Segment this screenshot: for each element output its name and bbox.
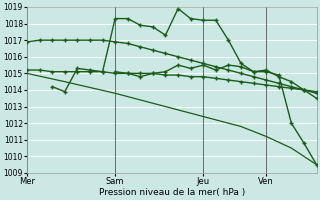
X-axis label: Pression niveau de la mer( hPa ): Pression niveau de la mer( hPa )	[99, 188, 245, 197]
